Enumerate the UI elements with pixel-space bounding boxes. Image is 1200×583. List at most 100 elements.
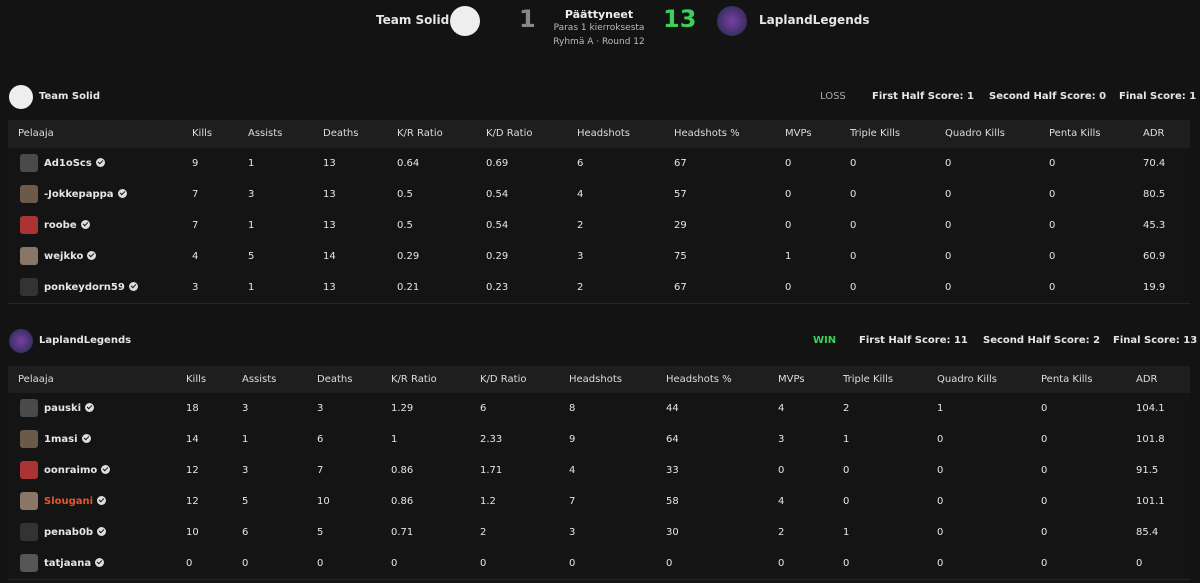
player-name-text[interactable]: ponkeydorn59	[44, 282, 125, 293]
column-header: Pelaaja	[18, 128, 54, 139]
stat-cell: 18	[186, 403, 199, 414]
stat-cell: 0.21	[397, 282, 420, 293]
column-header[interactable]: Headshots %	[666, 374, 732, 385]
column-header[interactable]: MVPs	[778, 374, 805, 385]
player-name[interactable]: Ad1oScs	[44, 148, 105, 179]
column-header[interactable]: ADR	[1143, 128, 1165, 139]
stat-cell: 7	[192, 189, 199, 200]
stat-cell: 1	[937, 403, 944, 414]
player-avatar[interactable]	[20, 461, 38, 479]
column-header[interactable]: K/R Ratio	[397, 128, 443, 139]
player-avatar[interactable]	[20, 278, 38, 296]
player-name-text[interactable]: roobe	[44, 220, 77, 231]
team2-name[interactable]: LaplandLegends	[759, 13, 870, 27]
column-header[interactable]: Headshots	[577, 128, 630, 139]
player-name-text[interactable]: -Jokkepappa	[44, 189, 114, 200]
player-row: Ad1oScs 9 1 13 0.64 0.69 6 67 0 0 0 0 70.4	[8, 148, 1190, 180]
player-row: oonraimo 12 3 7 0.86 1.71 4 33 0 0 0 0 91.5	[8, 455, 1190, 487]
stat-cell: 6	[480, 403, 487, 414]
team1-name[interactable]: Team Solid	[376, 13, 450, 27]
column-header[interactable]: K/R Ratio	[391, 374, 437, 385]
player-name-text[interactable]: oonraimo	[44, 465, 98, 476]
stat-cell: 0.64	[397, 158, 420, 169]
player-name[interactable]: ponkeydorn59	[44, 272, 138, 303]
player-avatar[interactable]	[20, 185, 38, 203]
team-logo[interactable]	[9, 85, 33, 109]
player-name-text[interactable]: pauski	[44, 403, 82, 414]
player-avatar[interactable]	[20, 492, 38, 510]
stat-cell: 1.29	[391, 403, 414, 414]
player-avatar[interactable]	[20, 154, 38, 172]
player-name-text[interactable]: tatjaana	[44, 558, 92, 569]
stat-cell: 0	[850, 189, 857, 200]
column-header[interactable]: Triple Kills	[843, 374, 894, 385]
column-header: Pelaaja	[18, 374, 54, 385]
stat-cell: 0	[1041, 465, 1048, 476]
player-avatar[interactable]	[20, 430, 38, 448]
stat-cell: 0.86	[391, 465, 414, 476]
column-header[interactable]: Assists	[248, 128, 283, 139]
player-avatar[interactable]	[20, 523, 38, 541]
column-header[interactable]: Kills	[192, 128, 213, 139]
stat-cell: 0	[843, 558, 850, 569]
player-name-text[interactable]: 1masi	[44, 434, 78, 445]
stat-cell: 4	[577, 189, 584, 200]
column-header[interactable]: Assists	[242, 374, 277, 385]
player-name-text[interactable]: penab0b	[44, 527, 94, 538]
player-row: Slougani 12 5 10 0.86 1.2 7 58 4 0 0 0 101.1	[8, 486, 1190, 518]
column-header[interactable]: MVPs	[785, 128, 812, 139]
score-summary: WIN	[813, 335, 837, 346]
player-avatar[interactable]	[20, 247, 38, 265]
column-header[interactable]: Headshots	[569, 374, 622, 385]
stat-cell: 0.29	[397, 251, 420, 262]
stat-cell: 64	[666, 434, 679, 445]
player-name[interactable]: tatjaana	[44, 548, 105, 579]
player-name[interactable]: oonraimo	[44, 455, 111, 486]
player-row: ponkeydorn59 3 1 13 0.21 0.23 2 67 0 0 0 0 19.9	[8, 272, 1190, 304]
column-header[interactable]: Quadro Kills	[937, 374, 997, 385]
stat-cell: 85.4	[1136, 527, 1159, 538]
player-name-text[interactable]: wejkko	[44, 251, 84, 262]
player-avatar[interactable]	[20, 554, 38, 572]
stat-cell: 44	[666, 403, 679, 414]
stat-cell: 0.54	[486, 189, 509, 200]
column-header[interactable]: K/D Ratio	[480, 374, 527, 385]
stat-cell: 29	[674, 220, 687, 231]
column-header[interactable]: Deaths	[317, 374, 353, 385]
column-header[interactable]: Quadro Kills	[945, 128, 1005, 139]
player-name[interactable]: wejkko	[44, 241, 97, 272]
team1-logo[interactable]	[450, 6, 480, 36]
column-header[interactable]: K/D Ratio	[486, 128, 533, 139]
stat-cell: 1	[785, 251, 792, 262]
column-header[interactable]: Headshots %	[674, 128, 740, 139]
stat-cell: 1	[248, 158, 255, 169]
player-name[interactable]: -Jokkepappa	[44, 179, 127, 210]
team2-logo[interactable]	[717, 6, 747, 36]
player-name-text[interactable]: Slougani	[44, 496, 94, 507]
player-name[interactable]: Slougani	[44, 486, 107, 517]
column-header[interactable]: Kills	[186, 374, 207, 385]
column-header[interactable]: Triple Kills	[850, 128, 901, 139]
player-name[interactable]: pauski	[44, 393, 95, 424]
column-header[interactable]: Penta Kills	[1049, 128, 1101, 139]
player-name[interactable]: penab0b	[44, 517, 107, 548]
player-name-text[interactable]: Ad1oScs	[44, 158, 92, 169]
player-row: 1masi 14 1 6 1 2.33 9 64 3 1 0 0 101.8	[8, 424, 1190, 456]
team-name[interactable]: Team Solid	[39, 91, 101, 102]
team-name[interactable]: LaplandLegends	[39, 335, 132, 346]
column-header[interactable]: Deaths	[323, 128, 359, 139]
stat-cell: 0	[1049, 158, 1056, 169]
player-name[interactable]: 1masi	[44, 424, 91, 455]
team-logo[interactable]	[9, 329, 33, 353]
column-header[interactable]: ADR	[1136, 374, 1158, 385]
column-header[interactable]: Penta Kills	[1041, 374, 1093, 385]
stat-cell: 13	[323, 220, 336, 231]
stat-cell: 0	[850, 251, 857, 262]
score-summary: First Half Score: 11	[859, 335, 968, 346]
stat-cell: 0	[850, 158, 857, 169]
stat-cell: 4	[778, 496, 785, 507]
player-avatar[interactable]	[20, 399, 38, 417]
stat-cell: 0	[186, 558, 193, 569]
player-name[interactable]: roobe	[44, 210, 90, 241]
player-avatar[interactable]	[20, 216, 38, 234]
